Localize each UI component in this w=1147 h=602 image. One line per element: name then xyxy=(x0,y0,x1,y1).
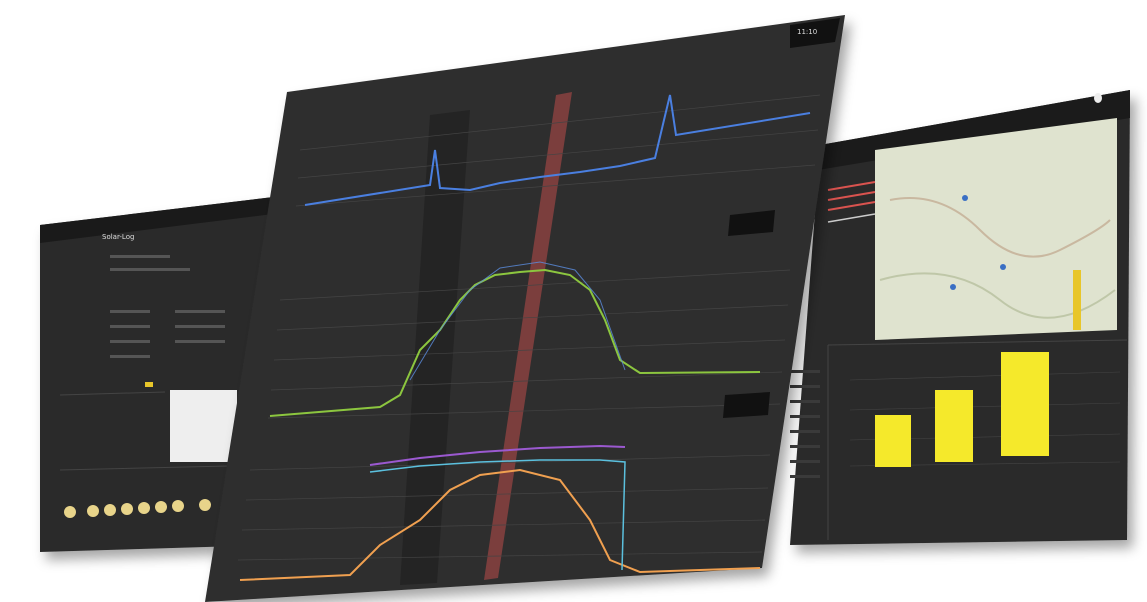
center-panel: 11:10 xyxy=(205,15,845,602)
right-panel xyxy=(790,90,1130,545)
curve xyxy=(269,268,761,417)
icons xyxy=(64,499,211,518)
bar xyxy=(875,415,911,467)
brand: Solar-Log xyxy=(102,233,134,241)
curve xyxy=(239,468,761,581)
curve xyxy=(304,94,811,206)
map xyxy=(875,118,1117,340)
tooltip-time: 11:10 xyxy=(797,28,817,36)
bar xyxy=(935,390,973,462)
bar xyxy=(1001,352,1049,456)
